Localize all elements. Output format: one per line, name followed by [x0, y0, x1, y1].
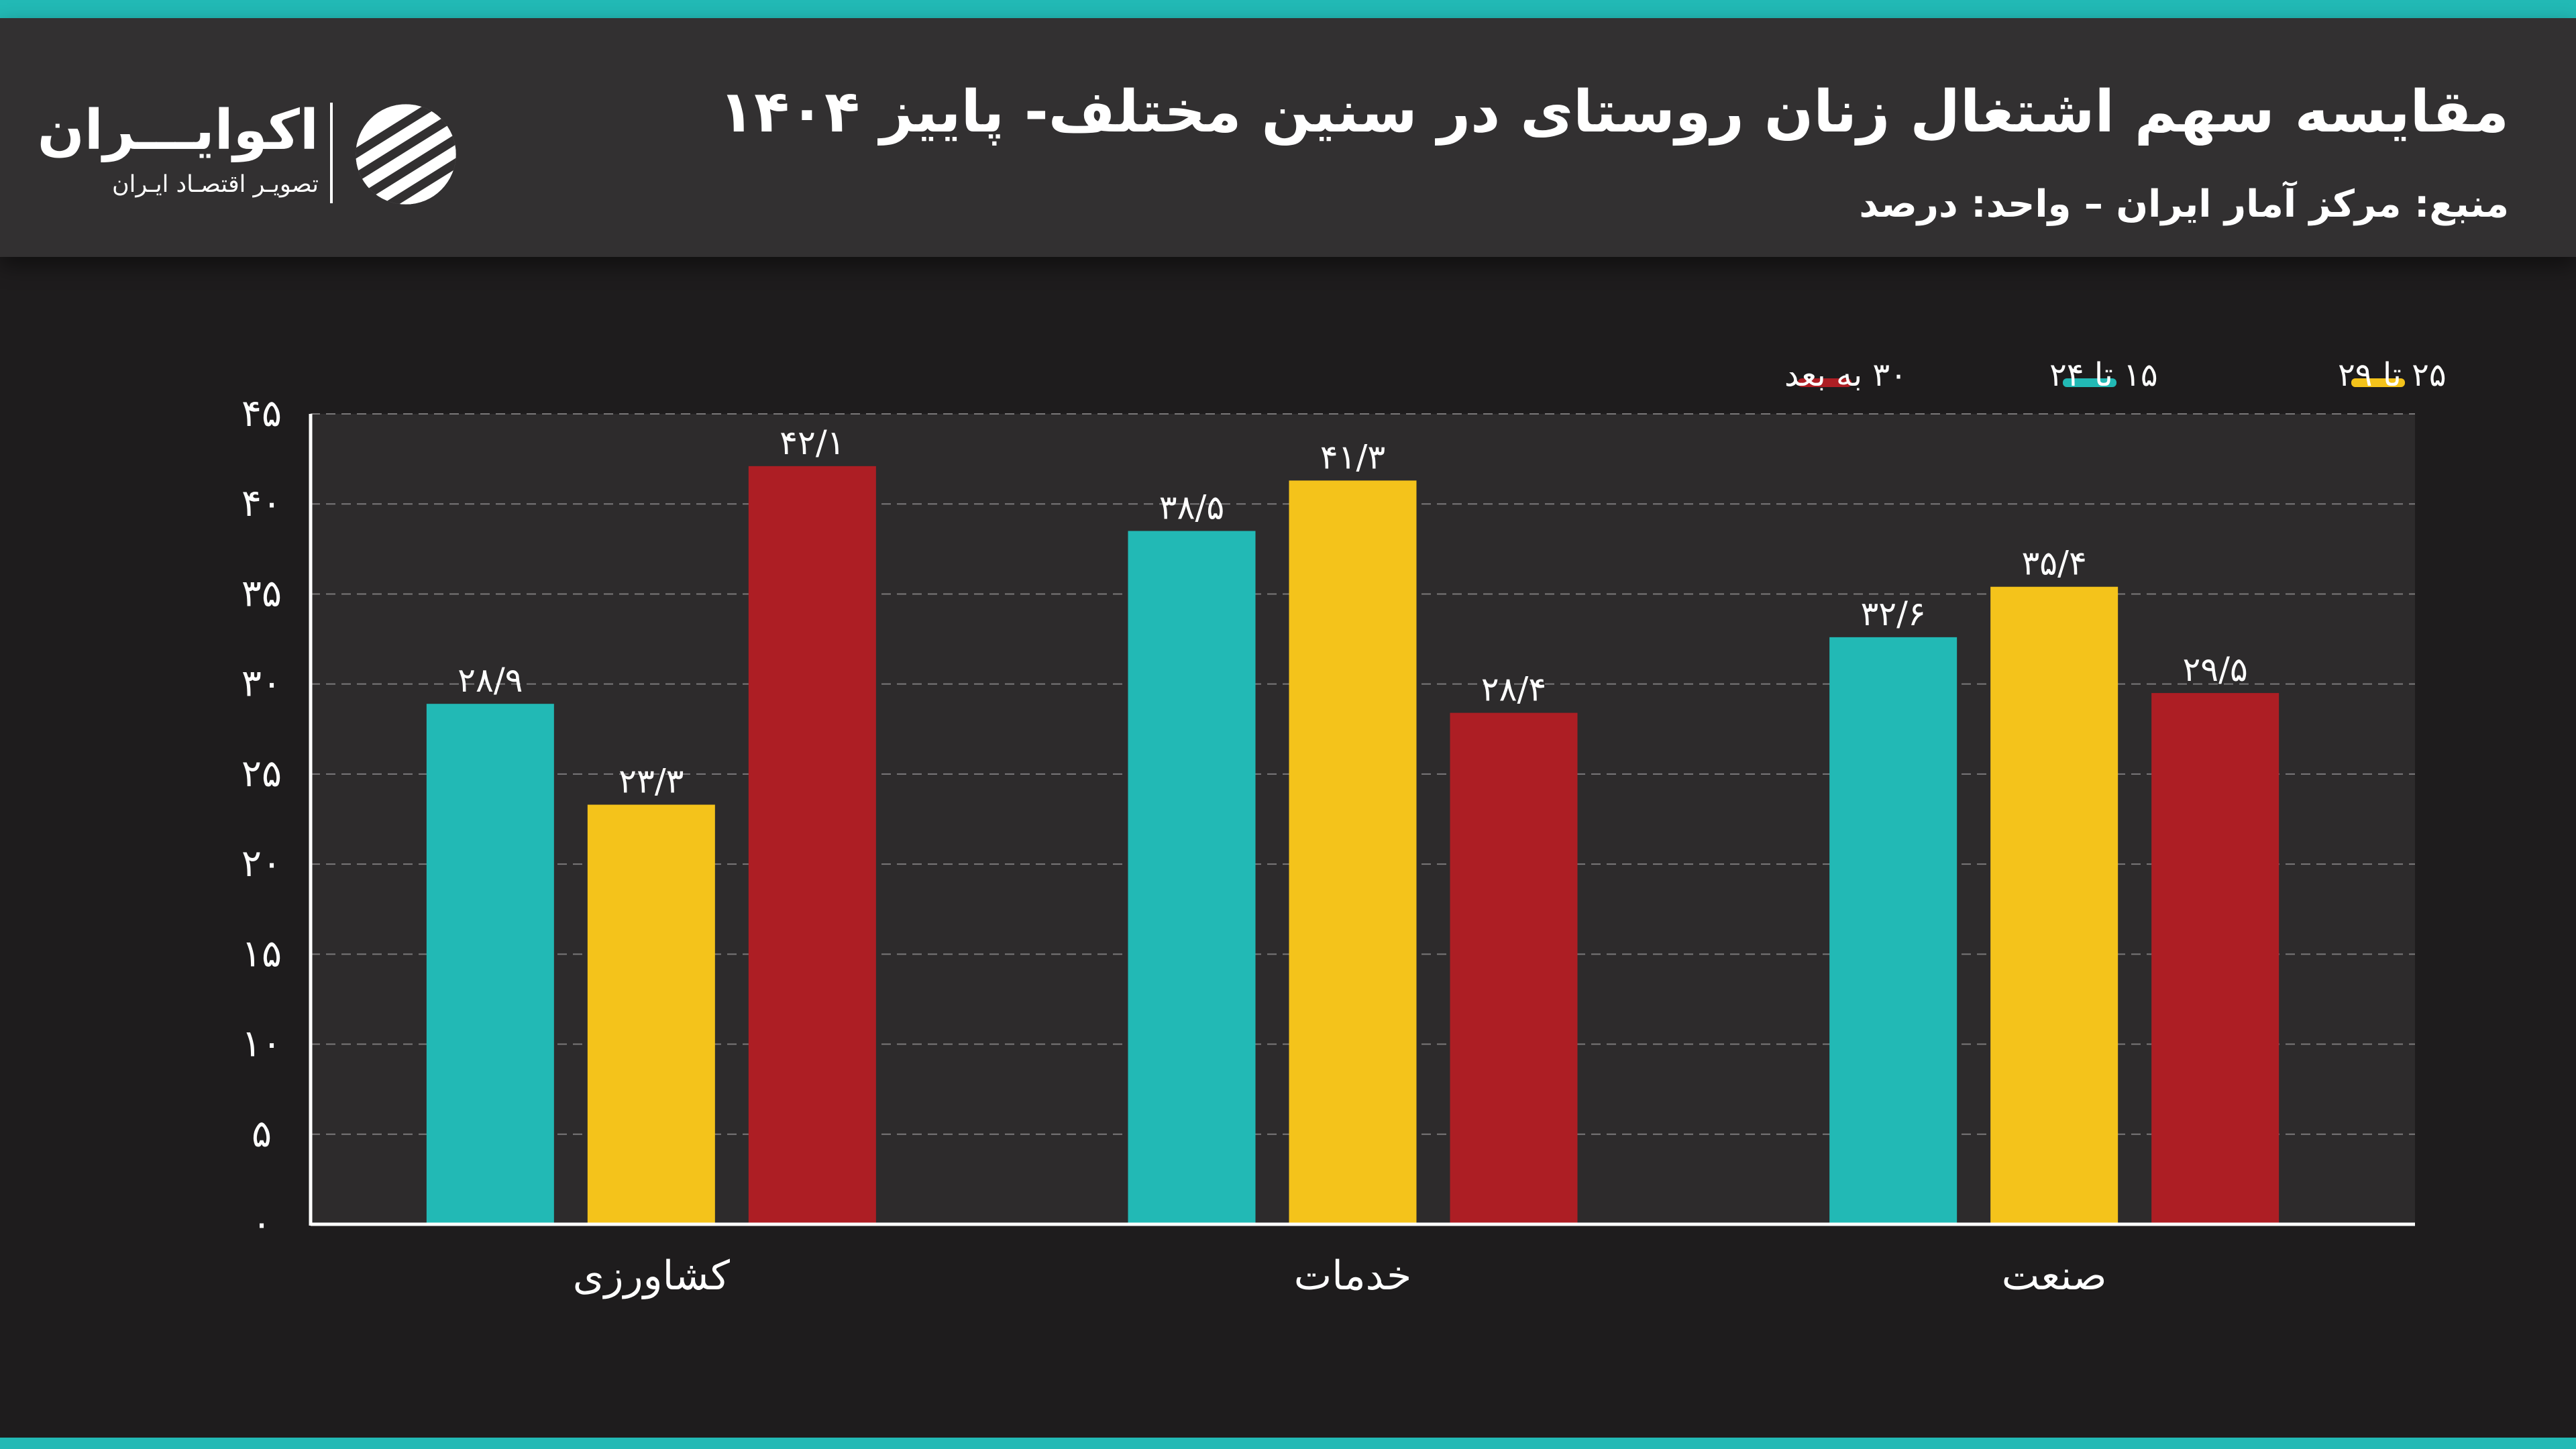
legend-label: ۱۵ تا ۲۴ [2049, 356, 2158, 394]
y-tick-label: ۱۵ [241, 932, 282, 975]
logo-divider [330, 103, 333, 203]
y-tick-label: ۴۵ [241, 392, 282, 435]
bar-value-label: ۴۲/۱ [780, 423, 845, 462]
y-tick-label: ۲۰ [241, 842, 282, 885]
x-category-label: خدمات [1294, 1252, 1412, 1299]
brand-logo: اکوایـــران تصویـر اقتصـاد ایـران [37, 85, 463, 219]
bar [426, 704, 554, 1224]
bar-value-label: ۲۸/۴ [1481, 670, 1546, 709]
x-category-label: کشاورزی [573, 1252, 731, 1299]
legend-swatch [2351, 378, 2405, 387]
bar-value-label: ۲۸/۹ [458, 661, 523, 700]
bar [748, 466, 876, 1224]
bottom-accent-bar [0, 1438, 2576, 1449]
legend-label: ۲۵ تا ۲۹ [2338, 356, 2447, 394]
chart-title: مقایسه سهم اشتغال زنان روستای در سنین مخ… [718, 78, 2509, 146]
y-tick-label: ۱۰ [241, 1022, 282, 1066]
header: مقایسه سهم اشتغال زنان روستای در سنین مخ… [0, 18, 2576, 257]
y-tick-label: ۲۵ [241, 752, 282, 796]
bar-value-label: ۳۸/۵ [1159, 488, 1224, 527]
y-tick-label: ۰ [252, 1202, 272, 1246]
bar-value-label: ۴۱/۳ [1320, 437, 1385, 476]
bar-value-label: ۳۵/۴ [2021, 544, 2086, 583]
y-tick-label: ۵ [252, 1112, 272, 1156]
bar-value-label: ۲۳/۳ [619, 762, 684, 801]
bar [1990, 586, 2118, 1224]
bar [2151, 693, 2279, 1224]
logo-mark-icon [356, 104, 456, 205]
bar-value-label: ۳۲/۶ [1860, 594, 1925, 633]
chart-source: منبع: مرکز آمار ایران – واحد: درصد [1859, 182, 2509, 226]
bar [1829, 637, 1957, 1224]
bar [587, 804, 715, 1224]
bar-value-label: ۲۹/۵ [2182, 650, 2247, 689]
bar [1289, 480, 1417, 1224]
x-category-label: صنعت [2002, 1252, 2107, 1299]
bar [1128, 531, 1256, 1224]
logo-tagline: تصویـر اقتصـاد ایـران [111, 171, 319, 198]
y-tick-label: ۴۰ [241, 482, 282, 525]
legend-swatch [2063, 378, 2116, 387]
logo-name: اکوایـــران [37, 99, 319, 162]
top-accent-bar [0, 0, 2576, 18]
bar [1450, 712, 1578, 1224]
legend-swatch [1798, 378, 1851, 387]
legend-label: ۳۰ به بعد [1784, 356, 1907, 394]
y-tick-label: ۳۵ [241, 572, 282, 615]
y-tick-label: ۳۰ [241, 662, 282, 706]
